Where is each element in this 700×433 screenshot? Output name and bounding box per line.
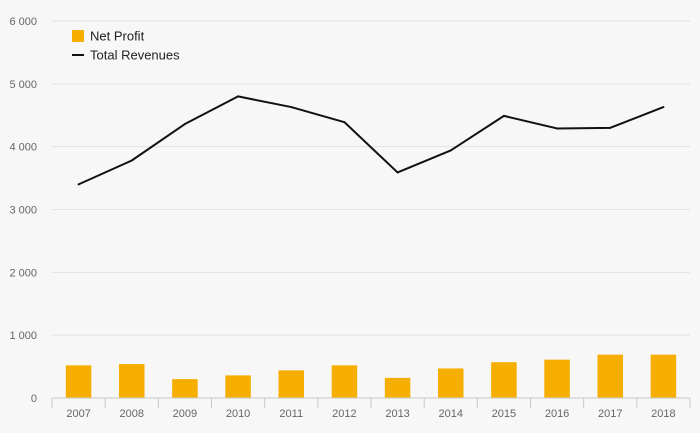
- x-tick-label: 2016: [545, 408, 569, 420]
- x-tick-label: 2011: [279, 408, 303, 420]
- point-total-revenues-2014: [449, 149, 452, 152]
- y-tick-label: 3 000: [9, 205, 37, 217]
- point-total-revenues-2017: [609, 126, 612, 129]
- line-total-revenues: [78, 95, 664, 186]
- y-tick-label: 2 000: [9, 267, 37, 279]
- x-tick-label: 2013: [385, 408, 409, 420]
- bar-net-profit-2015: [491, 362, 517, 398]
- bar-net-profit-2010: [225, 375, 251, 398]
- legend-label-net-profit: Net Profit: [90, 29, 145, 44]
- x-tick-label: 2014: [439, 408, 463, 420]
- x-tick-label: 2007: [66, 408, 90, 420]
- x-tick-label: 2009: [173, 408, 197, 420]
- x-tick-label: 2018: [651, 408, 675, 420]
- point-total-revenues-2008: [130, 159, 133, 162]
- y-tick-label: 1 000: [9, 330, 37, 342]
- point-total-revenues-2011: [290, 106, 293, 109]
- bar-net-profit-2016: [544, 359, 570, 398]
- y-tick-label: 5 000: [9, 79, 37, 91]
- y-tick-label: 4 000: [9, 142, 37, 154]
- point-total-revenues-2009: [183, 123, 186, 126]
- point-total-revenues-2015: [502, 114, 505, 117]
- bar-net-profit-2014: [437, 368, 464, 398]
- bar-net-profit-2007: [65, 365, 92, 398]
- point-total-revenues-2016: [556, 127, 559, 130]
- x-tick-label: 2015: [492, 408, 516, 420]
- y-tick-label: 0: [31, 393, 37, 405]
- x-tick-label: 2008: [120, 408, 144, 420]
- legend: Net Profit Total Revenues: [72, 29, 180, 63]
- point-total-revenues-2007: [77, 183, 80, 186]
- bar-net-profit-2012: [331, 365, 358, 398]
- x-tick-label: 2010: [226, 408, 250, 420]
- bar-net-profit-2017: [597, 354, 624, 398]
- bar-net-profit-2011: [278, 370, 305, 398]
- bar-net-profit-2013: [384, 377, 411, 398]
- legend-swatch-net-profit: [72, 30, 84, 42]
- y-tick-label: 6 000: [9, 16, 37, 28]
- x-axis: 2007 2008 2009 2010 2011 2012 2013 2014 2015 2016…: [51, 397, 691, 420]
- point-total-revenues-2010: [237, 95, 240, 98]
- gridlines: [52, 20, 690, 336]
- bar-series-net-profit: [65, 354, 677, 398]
- point-total-revenues-2012: [343, 121, 346, 124]
- point-total-revenues-2018: [662, 106, 665, 109]
- line-series-total-revenues: [77, 95, 665, 186]
- bar-net-profit-2009: [172, 379, 198, 398]
- x-tick-label: 2017: [598, 408, 622, 420]
- bar-net-profit-2008: [118, 364, 145, 398]
- y-axis: 0 1 000 2 000 3 000 4 000 5 000 6 000: [9, 16, 37, 405]
- bar-net-profit-2018: [650, 354, 677, 398]
- x-tick-label: 2012: [332, 408, 356, 420]
- legend-label-total-revenues: Total Revenues: [90, 48, 180, 63]
- point-total-revenues-2013: [396, 171, 399, 174]
